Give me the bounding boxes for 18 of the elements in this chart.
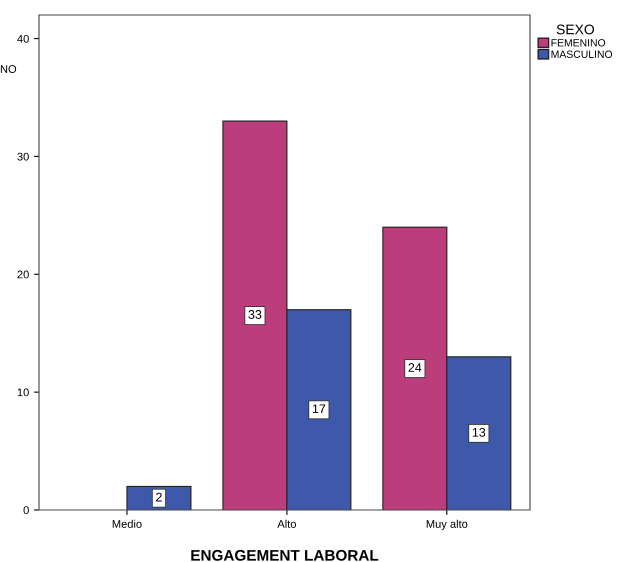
legend-label: MASCULINO [552,50,612,58]
data-label: 17 [312,404,326,414]
legend-title: SEXO [556,24,594,34]
y-tick-label: 30 [17,152,29,161]
data-label: 13 [472,428,486,437]
x-tick-label: Medio [112,520,142,528]
data-label: 33 [248,310,262,319]
x-tick-label: Alto [277,520,296,528]
legend-label: FEMENINO [552,39,606,46]
x-axis-title: ENGAGEMENT LABORAL [191,550,378,561]
x-tick-label: Muy alto [426,520,468,530]
y-tick-label: 20 [17,270,29,278]
y-axis-title: NO [0,65,16,73]
data-label: 24 [408,363,422,372]
data-label: 2 [156,492,162,502]
y-tick-label: 10 [18,388,29,396]
y-tick-label: 0 [24,506,29,514]
y-tick-label: 40 [17,34,29,43]
